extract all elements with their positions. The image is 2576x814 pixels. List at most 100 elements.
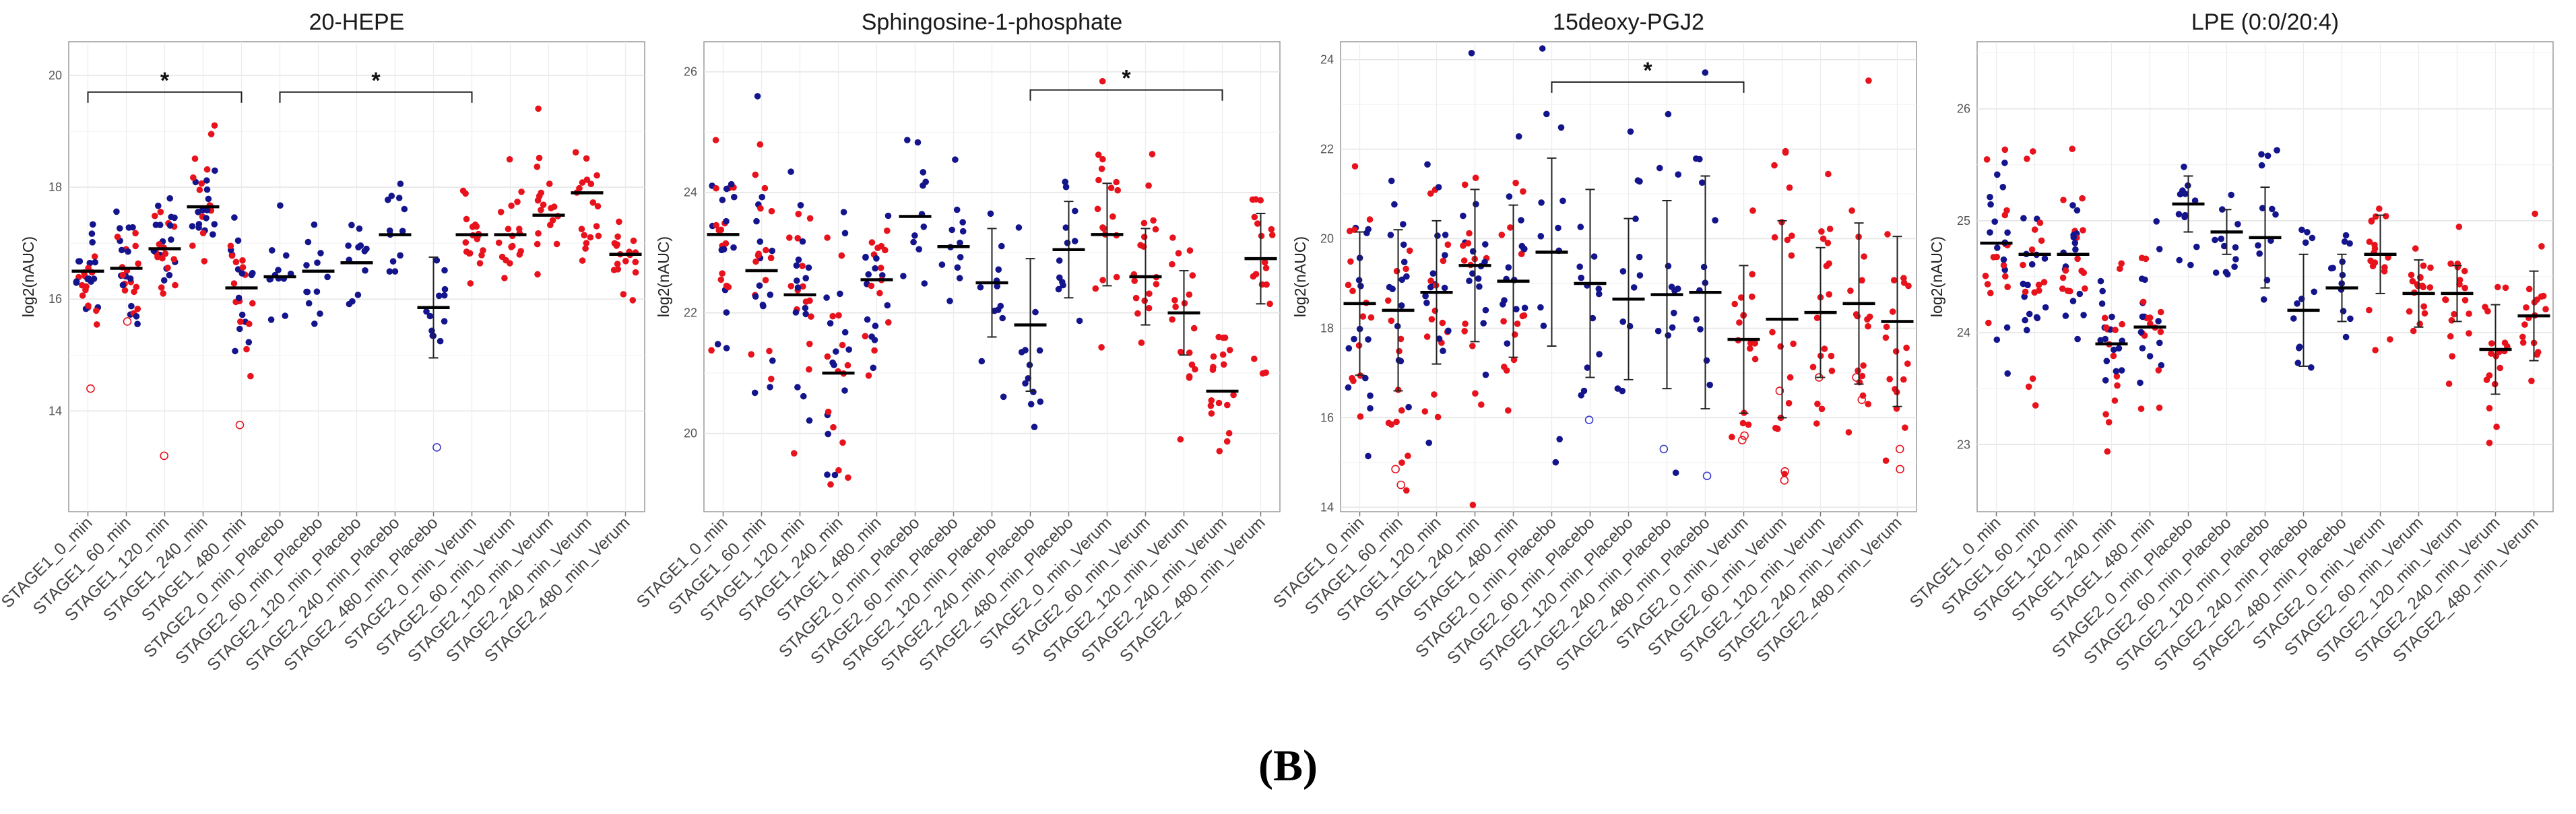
data-point: [1208, 410, 1215, 417]
data-point: [823, 294, 830, 301]
data-point: [234, 237, 242, 244]
data-point: [2118, 367, 2125, 374]
data-point: [2368, 218, 2375, 225]
data-point: [800, 283, 806, 290]
data-point: [230, 280, 238, 287]
data-point: [713, 184, 719, 192]
data-point: [196, 186, 203, 193]
data-point: [2138, 255, 2146, 262]
data-point: [1520, 245, 1527, 252]
data-point: [1210, 364, 1217, 370]
data-point: [2369, 263, 2377, 270]
data-point: [2451, 310, 2457, 318]
data-point: [1814, 401, 1821, 407]
data-point: [845, 474, 851, 481]
data-point: [2519, 339, 2527, 346]
data-point: [2146, 314, 2154, 321]
y-tick-label: 18: [1320, 321, 1334, 335]
data-point: [920, 182, 926, 189]
data-point: [238, 270, 246, 277]
data-point: [1262, 265, 1270, 271]
data-point: [791, 450, 798, 457]
data-point: [751, 389, 759, 397]
data-point: [2137, 405, 2145, 412]
data-point: [2119, 320, 2125, 328]
data-point: [904, 137, 911, 143]
data-point: [2274, 147, 2280, 154]
data-point: [205, 195, 212, 203]
data-point: [247, 372, 254, 380]
data-point: [1515, 133, 1522, 140]
data-point: [2071, 240, 2079, 246]
data-point: [128, 302, 135, 310]
data-point: [2035, 281, 2042, 289]
data-point: [594, 203, 602, 210]
data-point: [1398, 302, 1405, 309]
data-point: [1469, 270, 1476, 277]
data-point: [1883, 323, 1890, 331]
data-point: [768, 207, 775, 215]
data-point: [131, 288, 137, 296]
y-tick-label: 25: [1957, 214, 1970, 228]
data-point: [199, 230, 207, 237]
data-point: [459, 187, 467, 195]
data-point: [835, 312, 842, 319]
data-point: [752, 293, 759, 300]
data-point: [1134, 310, 1141, 317]
panel-3: 14161820222415deoxy-PGJ2log2(nAUC)*STAGE…: [1270, 9, 1917, 675]
data-point: [1223, 438, 1231, 445]
data-point: [2523, 304, 2530, 311]
data-point: [622, 258, 629, 265]
data-point: [587, 180, 595, 188]
data-point: [1472, 174, 1479, 182]
data-point: [1140, 234, 1148, 240]
data-point: [576, 184, 583, 192]
data-point: [166, 222, 174, 229]
data-point: [168, 213, 174, 221]
data-point: [2073, 207, 2081, 214]
data-point: [1590, 253, 1598, 260]
data-point: [1259, 370, 1266, 377]
data-point: [1266, 300, 1273, 308]
data-point: [1820, 235, 1827, 242]
data-point: [1669, 324, 1676, 331]
data-point: [998, 242, 1005, 250]
data-point: [1904, 360, 1911, 367]
data-point: [79, 281, 86, 289]
data-point: [802, 275, 809, 282]
data-point: [1037, 398, 1044, 405]
data-point: [2022, 288, 2029, 296]
data-point: [1576, 263, 1583, 271]
data-point: [1505, 264, 1512, 271]
data-point: [1263, 281, 1270, 288]
data-point: [535, 105, 542, 112]
data-point: [2231, 263, 2238, 271]
data-point: [1632, 215, 1639, 222]
data-point: [2456, 277, 2464, 283]
data-point: [723, 282, 730, 290]
data-point: [2074, 335, 2081, 343]
data-point: [999, 314, 1006, 322]
data-point: [872, 265, 878, 272]
significance-bracket: [1029, 89, 1223, 101]
data-point: [2290, 315, 2297, 322]
data-point: [915, 246, 922, 253]
data-point: [614, 266, 622, 273]
data-point: [1031, 423, 1038, 430]
data-point: [1153, 281, 1160, 287]
data-point: [1427, 277, 1434, 284]
outlier-point: [235, 420, 245, 430]
data-point: [1169, 261, 1176, 268]
data-point: [1171, 297, 1178, 304]
data-point: [509, 242, 516, 250]
data-point: [767, 384, 773, 391]
significance-star: *: [371, 68, 381, 94]
data-point: [1095, 176, 1102, 184]
data-point: [134, 306, 141, 312]
data-point: [237, 318, 244, 325]
data-point: [2340, 308, 2347, 314]
data-point: [2341, 238, 2348, 245]
data-point: [1216, 448, 1223, 454]
data-point: [1697, 326, 1704, 333]
data-point: [762, 277, 769, 283]
